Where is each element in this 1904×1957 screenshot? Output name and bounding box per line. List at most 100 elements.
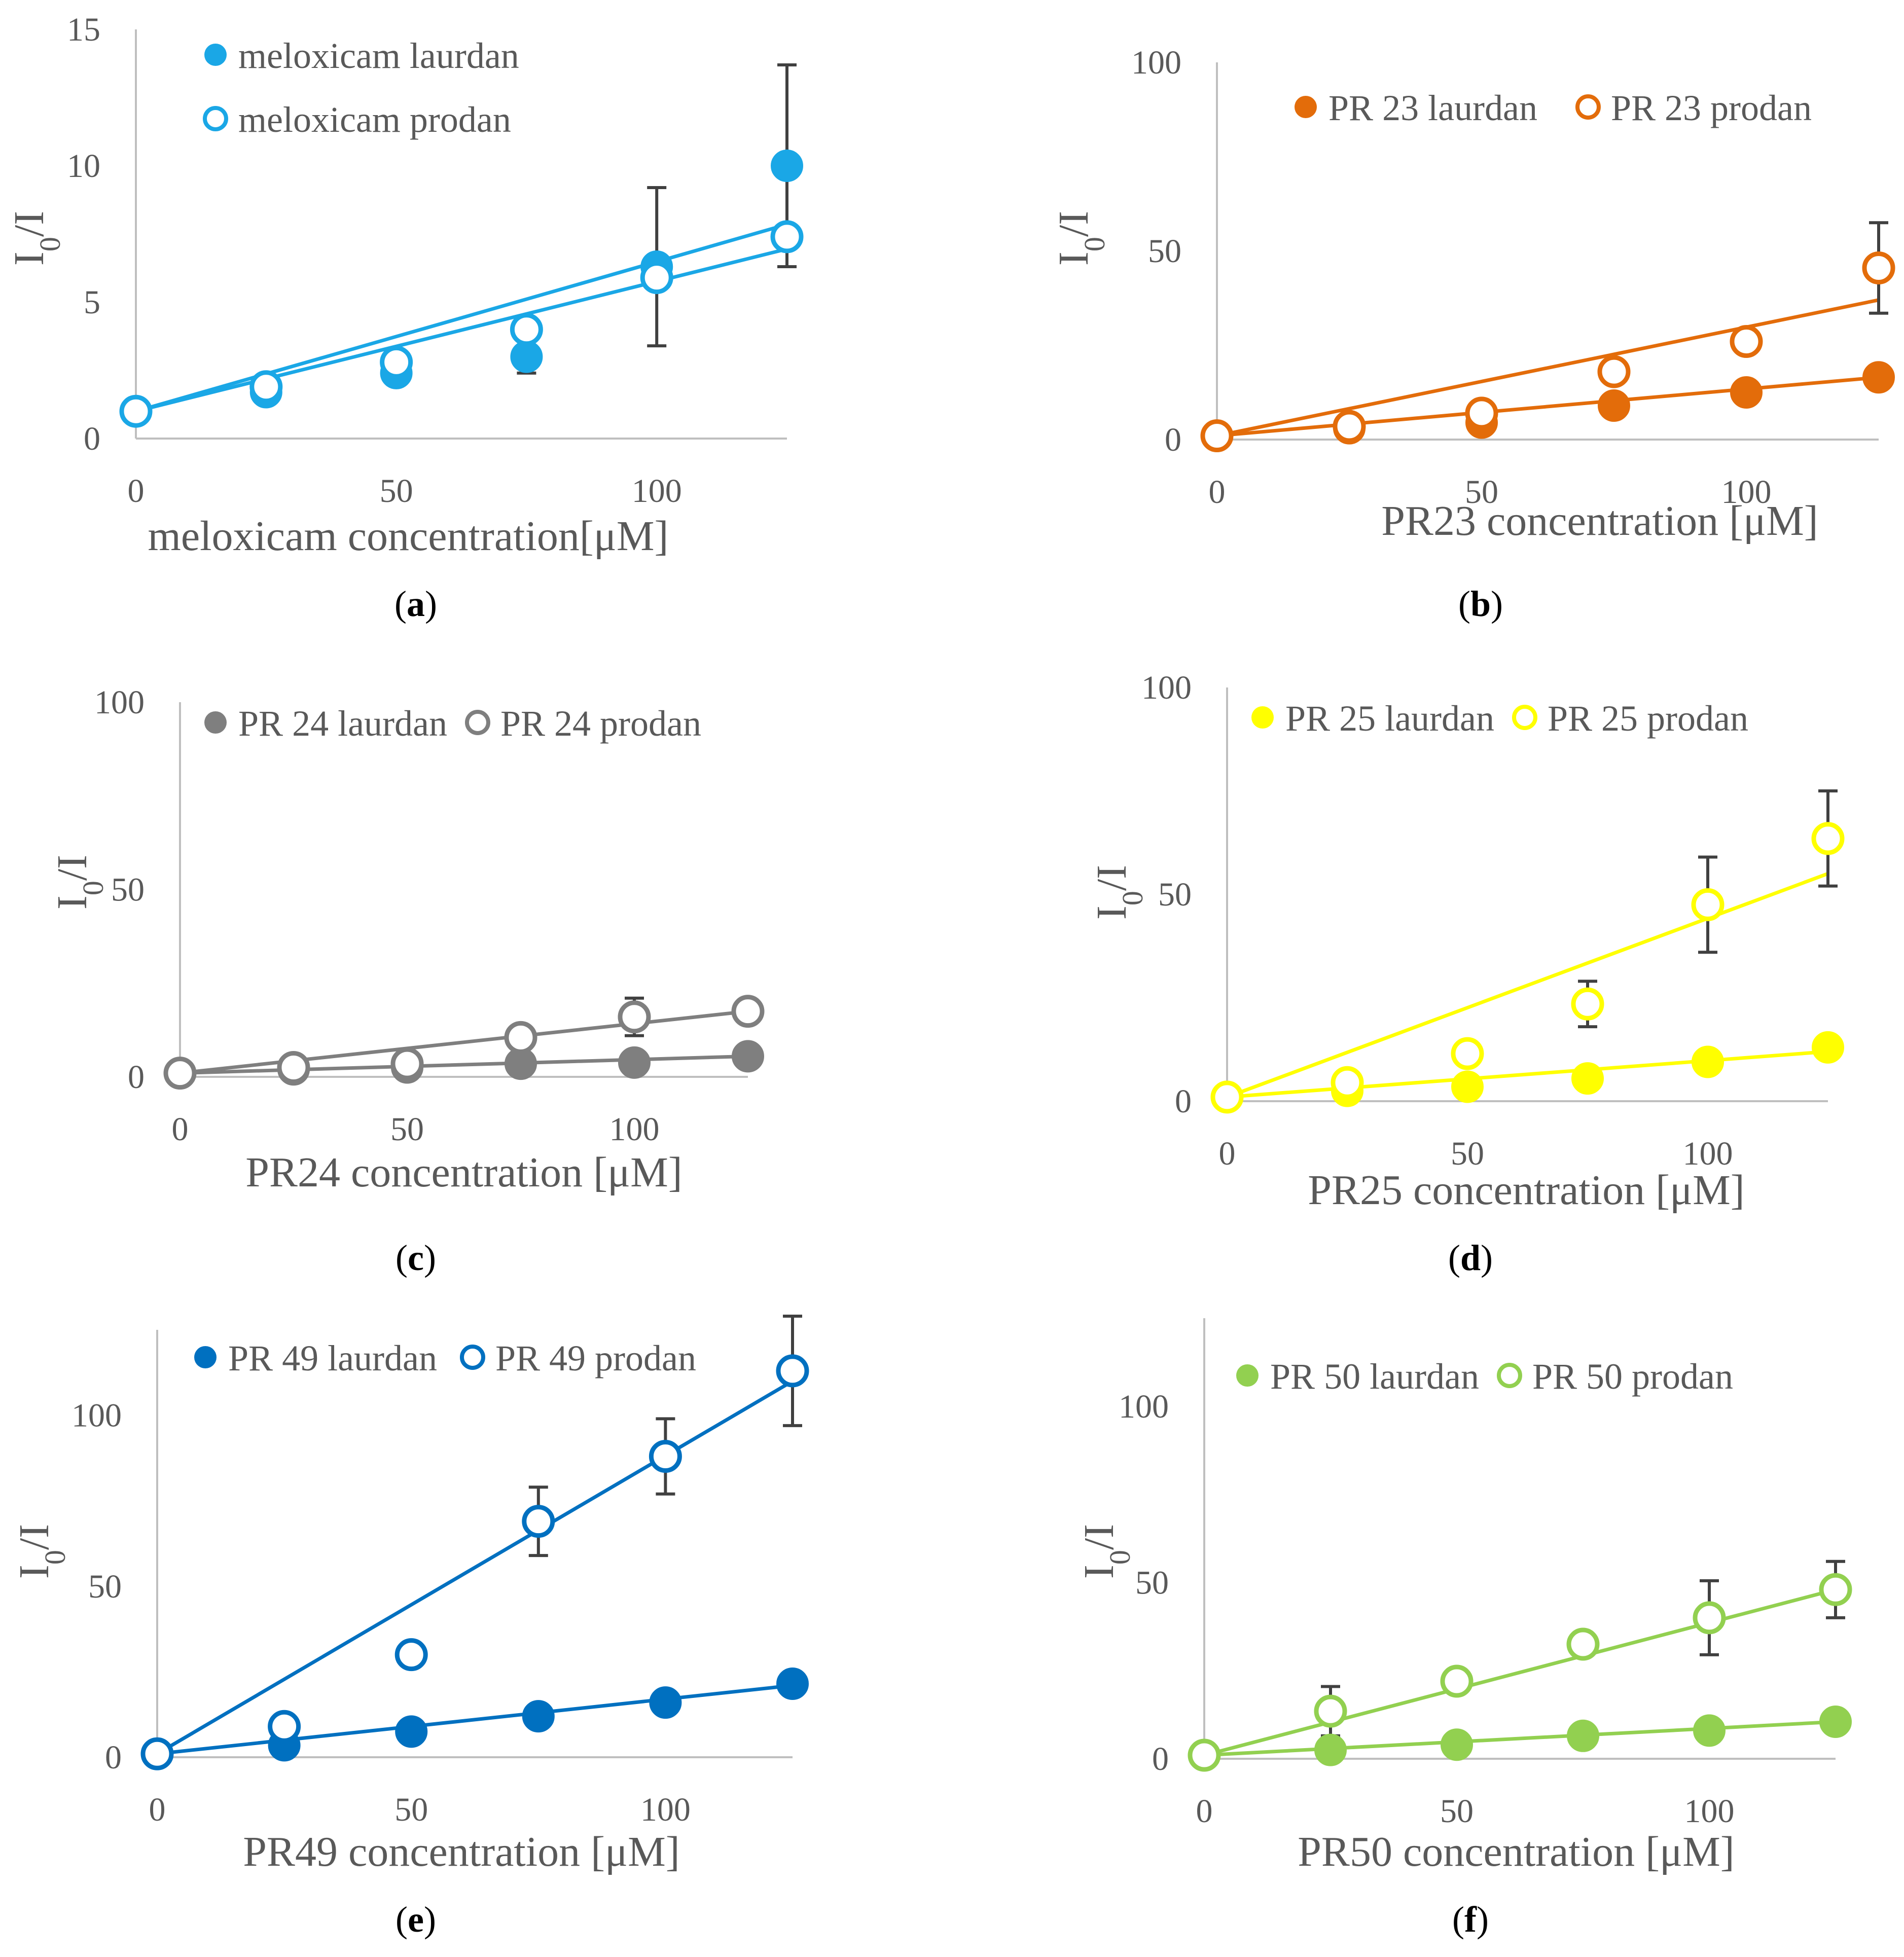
data-point-open: [522, 1505, 555, 1538]
data-point-open: [1862, 251, 1895, 284]
data-point-open: [140, 1737, 174, 1770]
y-axis-label: I0/I: [1075, 1524, 1136, 1579]
y-tick-label: 15: [67, 11, 100, 48]
data-point-open: [1210, 1080, 1244, 1114]
legend-label: PR 49 prodan: [495, 1338, 696, 1379]
trendline: [156, 1380, 794, 1756]
y-axis-label: I0/I: [1050, 211, 1111, 266]
y-tick-label: 50: [1135, 1564, 1169, 1601]
y-tick-label: 100: [94, 684, 145, 721]
y-tick-label: 100: [71, 1397, 122, 1434]
data-point-filled: [510, 340, 543, 373]
data-point-open: [1730, 325, 1763, 358]
data-point-open: [1314, 1694, 1347, 1728]
trendline: [135, 247, 787, 413]
y-tick-label: 0: [1152, 1741, 1169, 1778]
legend-label: meloxicam laurdan: [238, 35, 519, 76]
x-tick-label: 0: [1219, 1135, 1236, 1172]
y-axis-label: I0/I: [11, 1524, 71, 1579]
x-tick-label: 0: [172, 1111, 189, 1148]
trendline: [135, 223, 787, 413]
data-point-open: [163, 1057, 197, 1090]
legend-marker-open: [459, 1345, 485, 1370]
data-point-open: [394, 1638, 428, 1672]
x-axis-label: PR50 concentration [μM]: [1298, 1828, 1735, 1875]
data-point-filled: [1441, 1728, 1473, 1761]
x-tick-label: 100: [640, 1791, 691, 1828]
legend-label: PR 23 prodan: [1611, 88, 1812, 128]
x-tick-label: 50: [1465, 474, 1498, 511]
y-tick-label: 100: [1131, 44, 1181, 81]
trendline: [179, 1054, 748, 1075]
y-tick-label: 100: [1119, 1388, 1169, 1425]
data-point-filled: [1862, 361, 1895, 394]
data-point-open: [1465, 396, 1498, 430]
x-tick-label: 100: [1721, 474, 1772, 511]
x-tick-label: 50: [390, 1111, 424, 1148]
panel-label: (a): [394, 584, 437, 624]
x-tick-label: 100: [1683, 1135, 1733, 1172]
data-point-filled: [395, 1715, 428, 1748]
legend-marker-open: [464, 710, 490, 735]
legend-marker-open: [203, 106, 228, 131]
data-point-open: [510, 313, 543, 346]
legend-marker-open: [1512, 705, 1537, 730]
trendline: [1226, 872, 1829, 1099]
data-point-open: [1597, 355, 1631, 388]
data-point-open: [1331, 1066, 1364, 1099]
legend-label: PR 50 prodan: [1532, 1356, 1733, 1397]
y-axis-label: I0/I: [1088, 865, 1149, 920]
y-tick-label: 10: [67, 148, 100, 185]
data-point-open: [380, 345, 413, 379]
y-tick-label: 0: [105, 1739, 122, 1776]
data-point-filled: [1693, 1714, 1726, 1747]
legend-marker-filled: [204, 711, 227, 734]
y-axis-label: I0/I: [6, 211, 66, 266]
data-point-filled: [1812, 1031, 1844, 1064]
legend-marker-filled: [1236, 1364, 1259, 1387]
legend-label: PR 24 laurdan: [238, 703, 447, 744]
data-point-filled: [771, 150, 803, 182]
data-point-open: [1693, 1601, 1726, 1635]
data-point-open: [1188, 1738, 1221, 1772]
panel-label: (d): [1448, 1238, 1493, 1278]
data-point-filled: [522, 1700, 555, 1733]
x-tick-label: 100: [1684, 1793, 1735, 1830]
panel-label: (c): [396, 1238, 436, 1278]
data-point-filled: [1819, 1706, 1852, 1738]
data-point-filled: [732, 1040, 764, 1073]
trendline: [157, 1683, 793, 1756]
legend: PR 23 laurdan PR 23 prodan: [1295, 88, 1812, 128]
x-tick-label: 100: [632, 473, 682, 510]
data-point-open: [1566, 1627, 1600, 1661]
x-tick-label: 0: [149, 1791, 166, 1828]
x-tick-label: 50: [1451, 1135, 1484, 1172]
data-point-open: [249, 370, 283, 404]
legend: PR 25 laurdan PR 25 prodan: [1251, 698, 1748, 739]
legend-label: PR 23 laurdan: [1328, 88, 1537, 128]
y-tick-label: 50: [1158, 876, 1192, 913]
legend-marker-filled: [1295, 96, 1317, 118]
y-tick-label: 0: [1165, 421, 1181, 458]
x-tick-label: 0: [1209, 474, 1226, 511]
data-point-open: [1440, 1664, 1474, 1698]
data-point-open: [618, 1000, 651, 1034]
data-point-open: [1691, 888, 1725, 921]
x-axis-label: PR25 concentration [μM]: [1308, 1167, 1745, 1214]
legend-label: PR 25 laurdan: [1285, 698, 1494, 739]
data-point-filled: [1598, 389, 1630, 422]
legend: PR 49 laurdan PR 49 prodan: [194, 1338, 696, 1379]
data-point-filled: [1692, 1045, 1724, 1078]
x-axis-label: PR23 concentration [μM]: [1381, 497, 1818, 545]
y-tick-label: 50: [1148, 233, 1181, 270]
legend-label: PR 25 prodan: [1548, 698, 1748, 739]
x-axis-label: meloxicam concentration[μM]: [148, 513, 669, 560]
data-point-filled: [649, 1686, 682, 1719]
legend-marker-filled: [1251, 706, 1274, 729]
